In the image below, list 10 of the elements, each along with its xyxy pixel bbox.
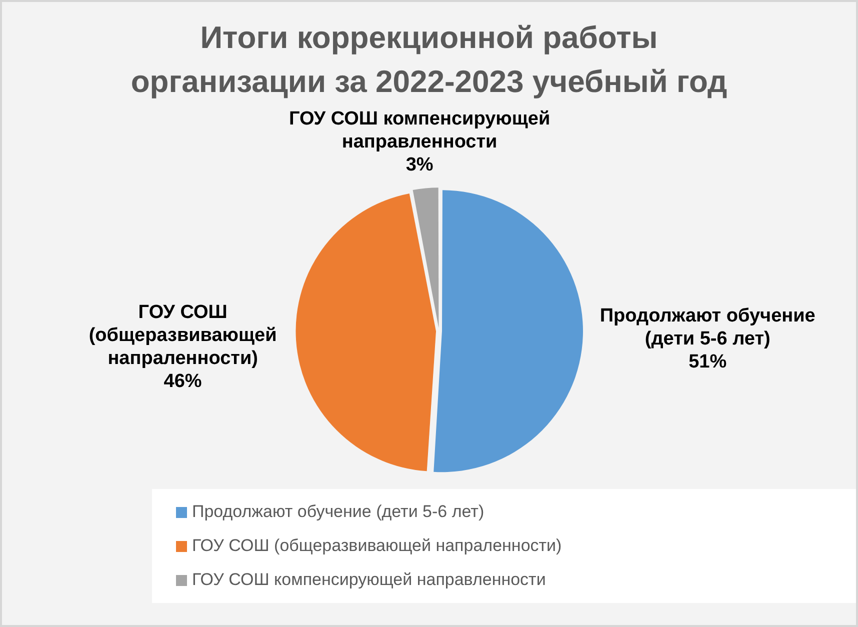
chart-title: Итоги коррекционной работы организации за 2022-2023 учебный год <box>130 19 728 101</box>
data-label: 46% <box>164 370 202 392</box>
data-label: 3% <box>406 154 434 176</box>
legend-label: ГОУ СОШ компенсирующей направленности <box>192 570 546 590</box>
data-label: 51% <box>688 352 727 373</box>
slice-label: ГОУ СОШ компенсирующей направленности <box>288 108 550 153</box>
legend-label: ГОУ СОШ (общеразвивающей напраленности) <box>192 536 562 556</box>
slice-label: ГОУ СОШ (общеразвивающей напраленности) <box>88 302 277 369</box>
slice-label: Продолжают обучение (дети 5-6 лет) <box>600 306 816 350</box>
legend-label: Продолжают обучение (дети 5-6 лет) <box>192 502 484 522</box>
